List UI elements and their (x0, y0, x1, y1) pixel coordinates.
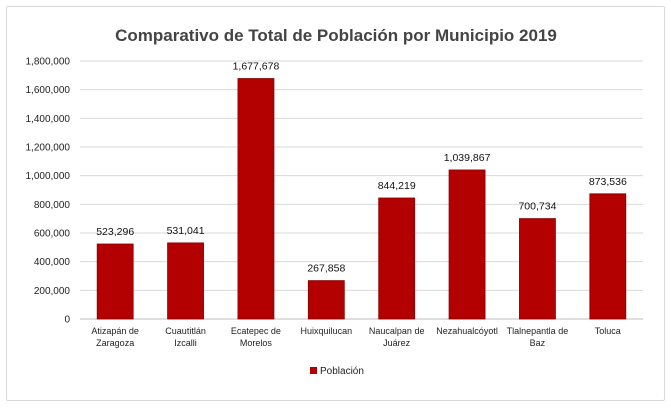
y-tick-label: 1,200,000 (26, 143, 71, 154)
y-axis-ticks: 0 200,000 400,000 600,000 800,000 1,000,000 1,… (26, 57, 71, 326)
x-category-label: Huixquilucan (301, 326, 353, 336)
data-label: 267,858 (307, 263, 345, 275)
bar (167, 242, 204, 320)
x-category-label: Tlalnepantla de (507, 326, 569, 336)
x-category-label: Morelos (240, 338, 273, 348)
x-category-label: Cuautitlán (165, 326, 206, 336)
legend: Población (310, 366, 364, 377)
legend-label: Población (320, 366, 364, 377)
bar (307, 280, 345, 320)
bar (448, 169, 486, 320)
y-tick-label: 800,000 (34, 200, 71, 211)
data-label: 531,041 (167, 225, 205, 237)
y-tick-label: 0 (64, 315, 70, 326)
y-tick-label: 200,000 (34, 286, 71, 297)
x-category-label: Juárez (383, 338, 411, 348)
data-label: 700,734 (518, 201, 556, 213)
x-category-label: Naucalpan de (369, 326, 425, 336)
y-tick-label: 400,000 (34, 257, 71, 268)
y-tick-label: 1,000,000 (26, 171, 71, 182)
data-label: 844,219 (378, 180, 416, 192)
bar (237, 78, 275, 320)
y-tick-label: 1,400,000 (26, 114, 71, 125)
data-label: 523,296 (96, 226, 134, 238)
x-axis-categories: Atizapán de Zaragoza Cuautitlán Izcalli Ecat… (91, 326, 620, 348)
x-category-label: Nezahualcóyotl (436, 326, 498, 336)
bars (96, 78, 627, 320)
data-label: 1,677,678 (233, 61, 280, 73)
x-category-label: Izcalli (174, 338, 197, 348)
y-tick-label: 600,000 (34, 229, 71, 240)
bar (378, 197, 416, 320)
x-category-label: Baz (530, 338, 546, 348)
bar (589, 193, 627, 320)
x-category-label: Atizapán de (91, 326, 139, 336)
bar (519, 218, 556, 320)
legend-swatch (310, 367, 317, 374)
bar (96, 243, 134, 320)
x-category-label: Toluca (595, 326, 621, 336)
x-category-label: Ecatepec de (231, 326, 281, 336)
chart-title: Comparativo de Total de Población por Mu… (115, 26, 557, 45)
data-labels: 523,296 531,041 1,677,678 267,858 844,219 1,0… (96, 61, 627, 275)
chart-frame (6, 6, 665, 401)
x-category-label: Zaragoza (96, 338, 134, 348)
gridlines (80, 60, 643, 320)
y-tick-label: 1,600,000 (26, 85, 71, 96)
data-label: 1,039,867 (444, 152, 491, 164)
y-tick-label: 1,800,000 (26, 57, 71, 68)
data-label: 873,536 (589, 176, 627, 188)
